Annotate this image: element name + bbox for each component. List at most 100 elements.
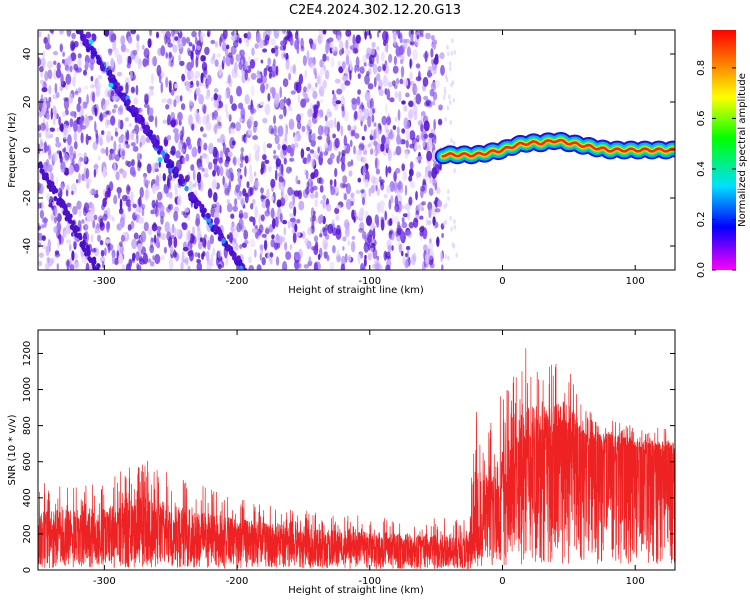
- noise-blob: [105, 135, 111, 144]
- noise-blob: [230, 222, 236, 232]
- noise-blob: [267, 82, 271, 89]
- noise-blob: [130, 50, 136, 60]
- diagonal-track-blob: [180, 178, 186, 184]
- noise-blob: [266, 143, 273, 149]
- noise-blob: [224, 187, 230, 196]
- noise-blob: [260, 187, 264, 194]
- noise-blob: [160, 233, 166, 241]
- noise-blob: [77, 152, 83, 158]
- noise-blob: [322, 53, 327, 62]
- noise-blob: [178, 54, 182, 63]
- noise-blob: [350, 240, 356, 253]
- noise-blob: [279, 45, 285, 51]
- noise-blob: [433, 40, 437, 50]
- noise-blob: [294, 39, 300, 50]
- noise-blob: [301, 125, 306, 133]
- noise-blob: [420, 115, 425, 121]
- noise-blob: [202, 133, 207, 138]
- noise-blob: [260, 214, 265, 222]
- noise-blob: [114, 47, 120, 59]
- noise-blob: [448, 61, 452, 67]
- noise-blob: [336, 35, 342, 43]
- noise-blob: [381, 134, 386, 145]
- noise-blob: [139, 153, 143, 159]
- noise-blob: [345, 39, 349, 50]
- noise-blob: [372, 248, 378, 260]
- diagonal-track-blob: [217, 228, 223, 235]
- noise-blob: [278, 176, 284, 183]
- snr-frame: [37, 329, 676, 571]
- noise-blob: [185, 257, 189, 266]
- noise-blob: [96, 82, 101, 90]
- noise-blob: [380, 182, 385, 191]
- y-tick-label: 20: [22, 96, 33, 109]
- noise-blob: [47, 33, 50, 45]
- noise-blob: [296, 120, 302, 130]
- noise-blob: [149, 88, 154, 97]
- noise-blob: [185, 80, 191, 92]
- noise-blob: [341, 61, 346, 70]
- noise-blob: [147, 38, 152, 49]
- diagonal-track-highlight: [88, 39, 94, 45]
- noise-blob: [38, 181, 41, 191]
- noise-blob: [392, 125, 397, 131]
- noise-blob: [413, 252, 417, 263]
- noise-blob: [268, 124, 274, 135]
- noise-blob: [166, 37, 171, 45]
- noise-blob: [340, 263, 346, 270]
- noise-blob: [135, 133, 139, 145]
- noise-blob: [379, 143, 385, 152]
- noise-blob: [354, 111, 358, 119]
- noise-blob: [190, 164, 195, 171]
- noise-blob: [225, 111, 230, 119]
- noise-blob: [52, 205, 58, 217]
- noise-blob: [237, 193, 241, 201]
- noise-blob: [393, 84, 398, 90]
- noise-blob: [48, 96, 52, 103]
- noise-blob: [101, 261, 105, 269]
- noise-blob: [107, 243, 114, 251]
- noise-blob: [52, 152, 58, 163]
- noise-blob: [311, 132, 316, 142]
- noise-blob: [55, 69, 62, 79]
- noise-blob: [262, 154, 267, 161]
- noise-blob: [158, 160, 161, 168]
- noise-blob: [39, 138, 43, 151]
- noise-blob: [357, 73, 361, 79]
- noise-blob: [186, 61, 193, 72]
- noise-blob: [415, 63, 421, 69]
- noise-blob: [156, 230, 161, 237]
- noise-blob: [72, 76, 76, 87]
- spectrogram-y-ticks: -40 -20 0 20 40: [22, 48, 675, 254]
- noise-blob: [243, 229, 249, 240]
- noise-blob: [52, 201, 55, 207]
- noise-blob: [375, 126, 381, 139]
- noise-blob: [153, 221, 157, 228]
- noise-blob: [409, 58, 412, 69]
- signal-track-band-4: [441, 138, 675, 158]
- noise-blob: [40, 122, 46, 131]
- colorbar-gradient: [712, 30, 736, 270]
- diagonal-track-blob: [201, 212, 206, 218]
- noise-blob: [339, 182, 346, 189]
- noise-blob: [211, 203, 217, 209]
- noise-blob: [449, 215, 452, 221]
- noise-blob: [149, 244, 155, 254]
- noise-blob: [351, 99, 358, 111]
- noise-blob: [391, 213, 395, 223]
- noise-blob: [79, 118, 83, 127]
- noise-blob: [289, 167, 292, 172]
- noise-blob: [380, 216, 385, 225]
- noise-blob: [253, 143, 259, 151]
- noise-blob: [133, 232, 139, 240]
- noise-blob: [369, 140, 375, 145]
- noise-blob: [204, 167, 209, 175]
- noise-blob: [363, 124, 367, 132]
- noise-blob: [357, 89, 361, 95]
- noise-blob: [359, 66, 365, 74]
- diagonal-track-blob: [52, 187, 57, 193]
- noise-blob: [369, 108, 373, 118]
- noise-blob: [231, 103, 238, 111]
- noise-blob: [382, 75, 389, 87]
- noise-blob: [99, 112, 103, 122]
